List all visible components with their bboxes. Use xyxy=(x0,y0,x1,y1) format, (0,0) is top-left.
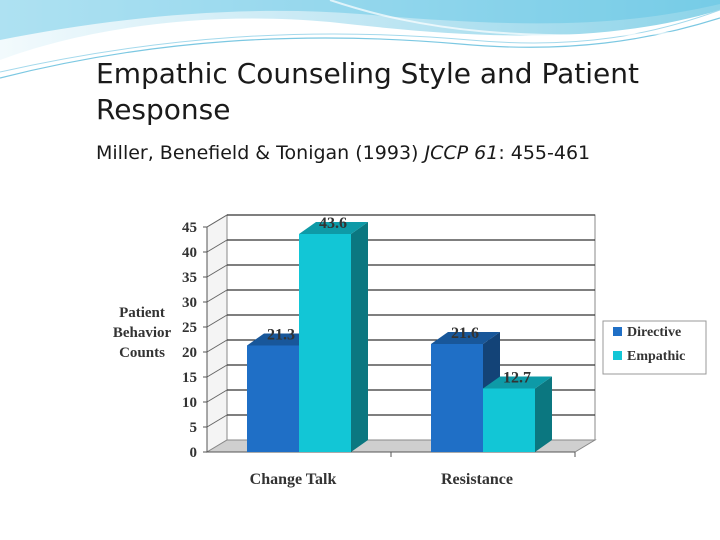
y-tick-label: 40 xyxy=(182,245,197,261)
chart-legend: Directive Empathic xyxy=(602,320,707,375)
chart-bars xyxy=(247,222,552,452)
legend-swatch xyxy=(613,351,622,360)
gridline-side xyxy=(206,264,228,278)
gridline-side xyxy=(206,289,228,303)
y-tick-label: 15 xyxy=(182,370,197,386)
slide-title: Empathic Counseling Style and Patient Re… xyxy=(96,57,639,126)
data-label: 21.6 xyxy=(451,325,479,342)
chart-labels: 0 5 10 15 20 25 30 35 40 45 Patient Behavior Counts 2… xyxy=(113,215,531,488)
data-label: 43.6 xyxy=(319,215,347,232)
x-tick-label: Resistance xyxy=(441,471,513,488)
gridline-side xyxy=(206,389,228,403)
y-tick-label: 25 xyxy=(182,320,197,336)
citation-journal: JCCP 61 xyxy=(424,142,499,164)
bar-empathic-resistance-top xyxy=(483,376,552,389)
legend-swatch xyxy=(613,327,622,336)
gridline-side xyxy=(206,314,228,328)
bar-empathic-change-talk-top xyxy=(299,222,368,234)
bar-empathic-resistance-side xyxy=(535,376,552,452)
citation: Miller, Benefield & Tonigan (1993) JCCP … xyxy=(96,142,716,164)
y-tick-label: 45 xyxy=(182,220,197,236)
y-tick-label: 20 xyxy=(182,345,197,361)
bar-empathic-change-talk xyxy=(299,234,351,452)
gridline-side xyxy=(206,339,228,353)
data-label: 12.7 xyxy=(503,370,531,387)
data-label: 21.3 xyxy=(267,327,295,344)
bar-empathic-resistance xyxy=(483,388,535,452)
bar-empathic-change-talk-side xyxy=(351,222,368,452)
legend-label: Empathic xyxy=(627,349,685,364)
bar-directive-resistance xyxy=(431,344,483,452)
legend-label: Directive xyxy=(627,325,681,340)
y-tick-label: 0 xyxy=(190,445,198,461)
bar-directive-resistance-top xyxy=(431,332,500,344)
gridline-side xyxy=(206,239,228,253)
y-axis-title-line: Behavior xyxy=(113,325,172,341)
bar-directive-change-talk xyxy=(247,345,299,452)
header-swoosh-decoration xyxy=(0,0,720,79)
citation-pages: : 455-461 xyxy=(498,142,591,164)
y-axis-title-line: Patient xyxy=(119,305,165,321)
y-tick-label: 5 xyxy=(190,420,198,436)
y-tick-label: 35 xyxy=(182,270,197,286)
gridline-side xyxy=(206,214,228,228)
y-axis-title-line: Counts xyxy=(119,345,165,361)
gridline-side xyxy=(206,364,228,378)
bar-directive-change-talk-top xyxy=(247,333,316,346)
gridline-side xyxy=(206,414,228,428)
y-tick-label: 10 xyxy=(182,395,197,411)
x-tick-label: Change Talk xyxy=(250,471,337,488)
y-tick-label: 30 xyxy=(182,295,197,311)
citation-authors: Miller, Benefield & Tonigan (1993) xyxy=(96,142,419,164)
